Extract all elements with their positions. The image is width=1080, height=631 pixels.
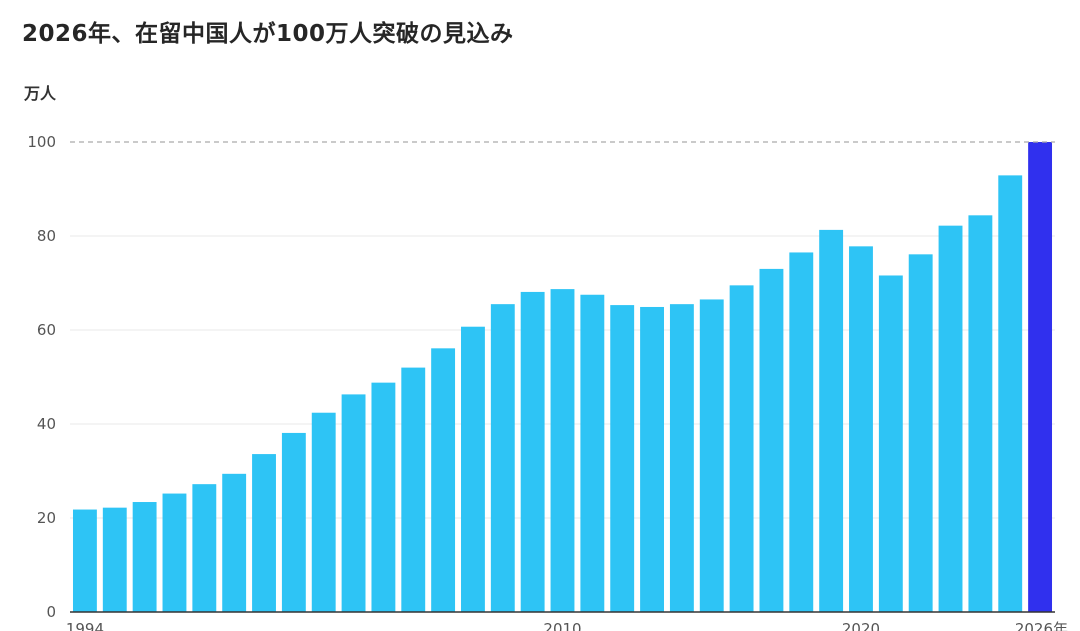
x-tick-label-2026: 2026年 [1015, 620, 1068, 631]
bar-2021 [878, 275, 903, 612]
bar-2000 [252, 454, 276, 612]
y-tick-label-40: 40 [37, 415, 56, 433]
bar-2011 [580, 294, 605, 612]
bar-2023 [938, 225, 963, 612]
bar-2004 [371, 382, 396, 612]
bar-2022 [908, 254, 933, 612]
bar-2017 [759, 268, 784, 612]
x-tick-label-1994: 1994 [66, 620, 104, 631]
bar-2020 [849, 246, 873, 612]
bar-2009 [520, 291, 545, 612]
bar-2016 [729, 285, 754, 612]
y-tick-label-80: 80 [37, 227, 56, 245]
bar-1995 [102, 507, 127, 612]
y-axis-ticks: 0 20 40 60 80 100 [27, 133, 56, 621]
bar-2010 [550, 289, 575, 612]
bar-2015 [699, 299, 724, 612]
x-tick-label-2010: 2010 [543, 620, 581, 631]
bar-2001 [281, 432, 306, 612]
bar-2002 [311, 412, 336, 612]
bar-2005 [401, 367, 426, 612]
bar-2003 [341, 394, 366, 612]
bars [70, 142, 1055, 613]
bar-2019 [819, 229, 844, 612]
bar-2018 [789, 252, 814, 612]
y-tick-label-0: 0 [46, 603, 56, 621]
y-tick-label-100: 100 [27, 133, 56, 151]
y-tick-label-60: 60 [37, 321, 56, 339]
bar-2013 [640, 306, 664, 612]
y-tick-label-20: 20 [37, 509, 56, 527]
bar-2012 [610, 305, 635, 612]
bar-2014 [669, 304, 694, 612]
bar-2006 [431, 348, 456, 612]
bar-2026 [1028, 142, 1053, 612]
bar-2007 [461, 326, 485, 612]
chart-title: 2026年、在留中国人が100万人突破の見込み [22, 21, 514, 47]
bar-2024 [968, 215, 993, 612]
bar-1996 [132, 502, 157, 612]
x-tick-label-2020: 2020 [842, 620, 880, 631]
bar-2025 [998, 175, 1023, 612]
bar-1994 [72, 509, 97, 612]
bar-1999 [222, 473, 247, 612]
y-axis-unit-label: 万人 [24, 84, 57, 103]
bar-1998 [192, 484, 217, 612]
bar-2008 [490, 304, 515, 612]
bar-1997 [162, 493, 187, 612]
x-axis-ticks: 1994 2010 2020 2026年 [66, 620, 1068, 631]
